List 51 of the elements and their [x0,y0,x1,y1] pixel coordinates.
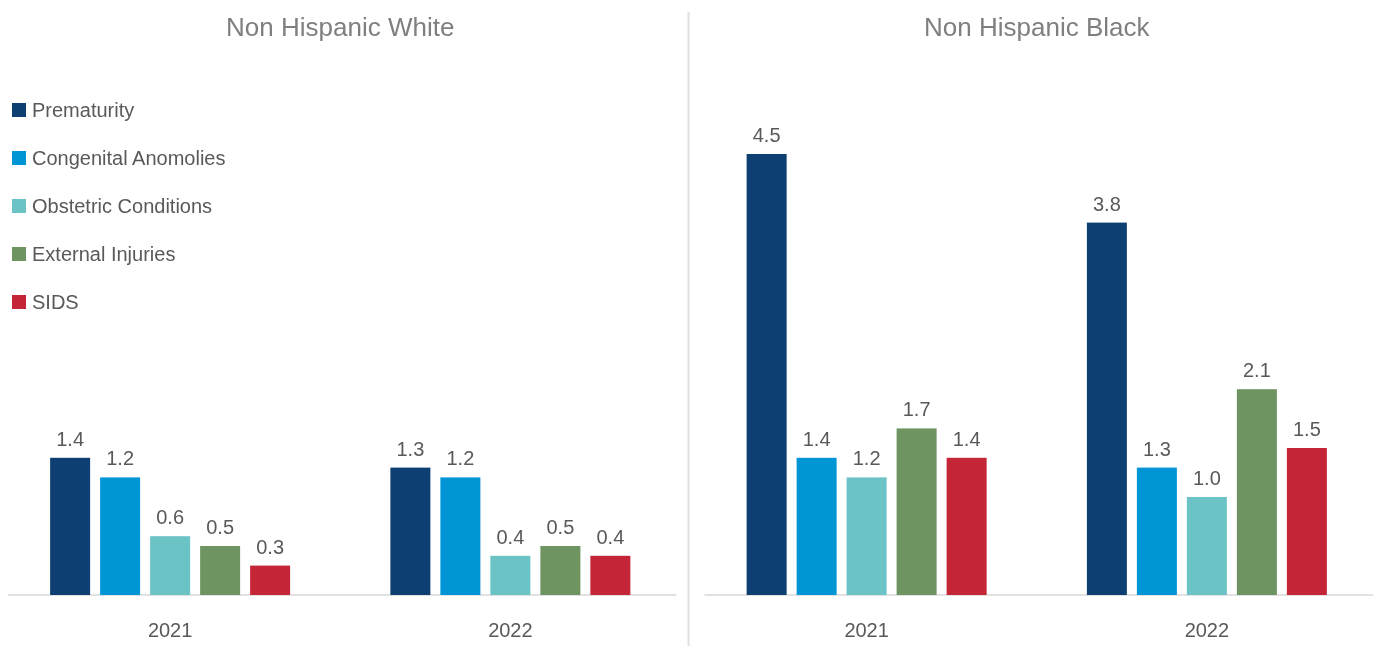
bar [50,457,91,595]
data-label: 2.1 [1242,359,1271,382]
bar [896,428,937,595]
bar [1286,448,1327,595]
data-label: 1.3 [396,437,425,460]
data-label: 4.5 [752,124,781,146]
data-label: 1.4 [802,427,831,450]
data-label: 0.5 [206,516,235,538]
x-tick-label: 2021 [844,619,889,641]
bar [490,555,531,595]
data-label: 0.3 [256,535,285,558]
legend-label: SIDS [32,291,79,313]
data-label: 1.5 [1292,418,1321,440]
data-label: 1.3 [1142,437,1171,460]
data-label: 0.6 [156,506,185,529]
data-label: 1.2 [852,447,881,470]
data-label: 1.4 [56,427,85,450]
data-label: 3.8 [1092,192,1121,215]
bar [946,457,987,595]
bar [590,555,631,595]
legend-label: External Injuries [32,243,176,265]
bar [100,477,141,595]
data-label: 1.7 [902,398,931,421]
data-label: 0.4 [496,525,525,548]
bar [796,457,837,595]
data-label: 0.4 [596,525,625,548]
data-label: 1.2 [446,447,475,470]
bar [1236,389,1277,595]
data-label: 1.0 [1192,467,1221,489]
data-label: 1.4 [952,427,981,450]
bar [390,467,431,595]
x-tick-label: 2022 [1184,619,1230,641]
bar [1086,222,1127,595]
bar [250,565,291,595]
bar [1136,467,1177,595]
legend-label: Prematurity [32,99,135,121]
x-tick-label: 2022 [488,619,533,641]
chart-title: Non Hispanic White [226,12,455,42]
bar [440,477,481,595]
bar [1186,497,1227,595]
bar [746,154,787,595]
legend-label: Congenital Anomolies [32,147,226,169]
data-label: 0.5 [546,516,575,538]
bar [200,546,241,595]
bar [150,536,191,595]
legend-label: Obstetric Conditions [32,195,213,217]
bar [846,477,887,595]
data-label: 1.2 [106,447,135,470]
chart-title: Non Hispanic Black [924,12,1151,42]
bar [540,546,581,595]
x-tick-label: 2021 [147,619,193,641]
